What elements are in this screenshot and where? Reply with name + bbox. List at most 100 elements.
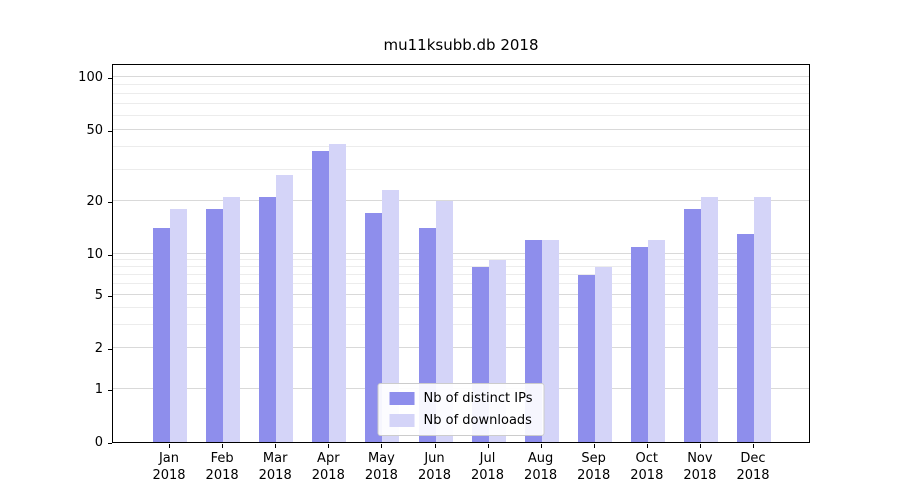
x-tick-label: Feb 2018 [192,450,252,484]
x-tick-month: Oct [635,451,659,466]
gridline [113,347,809,349]
y-tick-mark [108,295,112,297]
gridline [113,253,809,254]
x-tick-year: 2018 [152,468,186,483]
gridline [113,323,809,325]
x-tick-label: Jun 2018 [405,450,465,484]
x-tick-mark [434,444,436,448]
x-tick-month: Mar [262,451,288,466]
y-tick-label: 20 [86,193,103,209]
chart-title: mu11ksubb.db 2018 [383,36,539,54]
x-tick-year: 2018 [577,468,611,483]
x-tick-mark [169,444,170,448]
y-tick-mark [108,255,112,256]
x-tick-year: 2018 [630,468,664,483]
x-tick-mark [646,444,648,448]
bar-nov-downloads [700,197,718,442]
bar-dec-downloads [754,197,771,442]
gridline [113,259,809,261]
legend-item-distinct-ips: Nb of distinct IPs [389,391,533,406]
x-tick-month: May [367,451,395,466]
legend-swatch-distinct-ips [389,392,415,405]
bar-may-downloads [382,190,400,442]
x-tick-year: 2018 [470,468,505,483]
x-tick-mark [275,444,277,448]
x-tick-year: 2018 [417,468,452,483]
gridline [113,84,809,86]
x-tick-label: Dec 2018 [723,450,783,484]
gridline [113,93,809,95]
x-tick-label: Nov 2018 [670,450,730,484]
gridline [113,76,809,77]
x-tick-month: Jun [424,451,445,466]
x-tick-month: Nov [687,451,713,466]
x-tick-mark [381,444,383,448]
y-tick-label: 2 [94,341,103,357]
x-tick-month: Dec [740,451,766,466]
y-tick-label: 0 [94,435,103,450]
gridline [113,129,809,131]
bar-sep-downloads [594,267,612,442]
y-tick-label: 10 [86,247,103,262]
gridline [113,168,809,170]
bar-dec-distinct-ips [737,233,754,442]
gridline [113,146,809,148]
plot-area: Nb of distinct IPs Nb of downloads [112,64,810,443]
bar-jan-downloads [170,208,187,442]
gridline [113,273,809,275]
x-tick-label: May 2018 [351,450,411,484]
bar-jan-distinct-ips [153,228,170,442]
x-tick-mark [753,444,754,448]
gridline [113,115,809,117]
x-tick-month: Sep [581,451,606,466]
x-tick-label: Sep 2018 [564,450,624,484]
x-tick-year: 2018 [364,468,398,483]
bar-apr-downloads [329,143,347,442]
gridline [113,293,809,295]
x-tick-mark [222,444,224,448]
x-tick-year: 2018 [524,468,558,483]
bar-sep-distinct-ips [577,274,595,442]
x-tick-month: Apr [317,451,340,466]
gridline [113,266,809,268]
x-tick-year: 2018 [683,468,717,483]
x-tick-label: Jan 2018 [139,450,199,484]
y-tick-mark [108,131,112,133]
x-tick-year: 2018 [736,468,770,483]
bar-apr-distinct-ips [312,151,330,442]
x-tick-label: Mar 2018 [245,450,305,484]
x-tick-mark [540,444,542,448]
legend: Nb of distinct IPs Nb of downloads [377,383,545,436]
y-tick-label: 100 [78,70,103,85]
y-tick-mark [108,349,112,351]
bar-feb-downloads [223,197,241,442]
x-tick-year: 2018 [205,468,239,483]
x-tick-month: Jul [479,451,496,466]
y-tick-label: 5 [94,287,103,303]
bar-feb-distinct-ips [206,208,224,442]
y-tick-mark [108,390,112,391]
x-tick-mark [328,444,330,448]
x-tick-month: Feb [210,451,234,466]
bar-mar-downloads [276,174,294,442]
x-tick-label: Jul 2018 [458,450,518,484]
gridline [113,306,809,308]
x-tick-year: 2018 [311,468,345,483]
y-tick-label: 1 [94,382,103,397]
y-tick-mark [108,201,112,203]
legend-item-downloads: Nb of downloads [389,413,533,428]
gridline [113,103,809,105]
y-tick-mark [108,443,112,444]
y-tick-mark [108,78,112,79]
legend-label-distinct-ips: Nb of distinct IPs [423,391,533,406]
x-tick-month: Jan [158,451,180,466]
bar-mar-distinct-ips [259,197,277,442]
x-tick-year: 2018 [258,468,292,483]
legend-label-downloads: Nb of downloads [423,413,532,428]
x-tick-mark [699,444,701,448]
x-tick-label: Apr 2018 [298,450,358,484]
bar-oct-downloads [647,240,665,442]
y-tick-label: 50 [86,123,103,139]
bar-oct-distinct-ips [630,246,648,442]
